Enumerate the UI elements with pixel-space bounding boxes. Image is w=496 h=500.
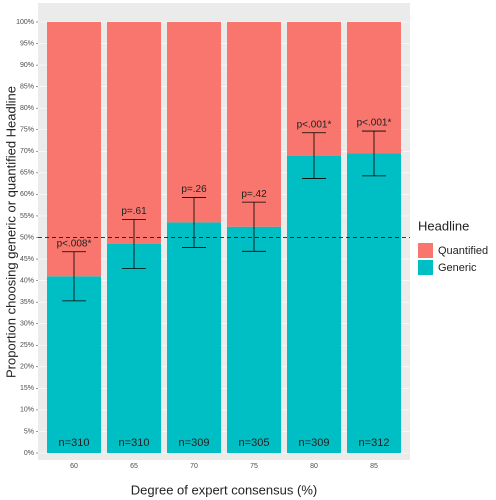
bar-segment [107,22,161,244]
legend-key [418,260,433,275]
p-label: p=.42 [241,189,267,200]
y-tick-label: 5% [24,428,34,435]
y-tick-label: 75% [20,127,34,134]
n-label: n=310 [119,437,150,449]
x-tick-label: 80 [310,463,318,470]
y-tick-label: 25% [20,342,34,349]
bar-segment [287,155,341,454]
bar-segment [347,153,401,453]
p-label: p=.61 [121,206,147,217]
y-axis-title: Proportion choosing generic or quantifie… [3,86,18,378]
x-tick-label: 65 [130,463,138,470]
n-label: n=309 [179,437,210,449]
y-tick-label: 45% [20,256,34,263]
y-tick-label: 40% [20,277,34,284]
y-tick-label: 60% [20,191,34,198]
y-tick-label: 85% [20,83,34,90]
y-tick-label: 55% [20,213,34,220]
bar-segment [47,22,101,277]
legend-title: Headline [418,218,469,233]
y-tick-label: 35% [20,299,34,306]
p-label: p<.001* [357,118,392,129]
y-tick-label: 0% [24,450,34,457]
x-axis-title: Degree of expert consensus (%) [131,482,317,497]
bar-segment [167,22,221,223]
bar-segment [227,22,281,227]
bar-segment [47,276,101,453]
x-tick-label: 85 [370,463,378,470]
legend-label: Generic [438,262,477,274]
y-tick-label: 100% [16,19,34,26]
n-label: n=312 [359,437,390,449]
y-tick-label: 70% [20,148,34,155]
y-tick-label: 30% [20,321,34,328]
y-tick-label: 10% [20,407,34,414]
legend-key [418,243,433,258]
p-label: p=.26 [181,184,207,195]
bar-segment [107,243,161,453]
bar-segment [167,222,221,453]
y-tick-label: 15% [20,385,34,392]
y-tick-label: 50% [20,234,34,241]
n-label: n=305 [239,437,270,449]
legend-label: Quantified [438,245,488,257]
p-label: p<.008* [57,238,92,249]
y-tick-label: 90% [20,62,34,69]
y-tick-label: 20% [20,364,34,371]
x-tick-label: 60 [70,463,78,470]
x-tick-label: 75 [250,463,258,470]
n-label: n=309 [299,437,330,449]
bar-segment [227,226,281,453]
y-tick-label: 65% [20,170,34,177]
x-tick-label: 70 [190,463,198,470]
y-tick-label: 80% [20,105,34,112]
y-tick-label: 95% [20,40,34,47]
n-label: n=310 [59,437,90,449]
p-label: p<.001* [297,119,332,130]
